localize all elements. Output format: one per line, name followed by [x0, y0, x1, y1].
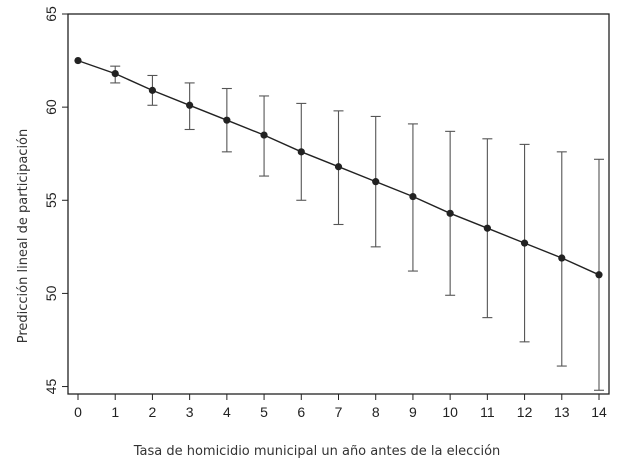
- data-point: [446, 209, 454, 217]
- data-point: [334, 163, 343, 171]
- x-tick-label: 4: [223, 404, 231, 420]
- data-point: [483, 224, 491, 232]
- x-tick-label: 5: [260, 404, 268, 420]
- data-point: [223, 116, 231, 124]
- data-point: [74, 56, 82, 65]
- y-axis-title: Predicción lineal de participación: [16, 129, 31, 344]
- data-point: [297, 148, 305, 156]
- x-tick-label: 12: [517, 404, 533, 420]
- data-points: [74, 56, 603, 279]
- x-tick-label: 8: [372, 404, 380, 420]
- x-tick-label: 6: [297, 404, 305, 420]
- x-tick-label: 2: [149, 404, 157, 420]
- x-tick-label: 9: [409, 404, 417, 420]
- y-tick-label: 65: [43, 6, 59, 22]
- data-point: [520, 239, 529, 247]
- data-point: [186, 101, 194, 109]
- data-point: [409, 192, 417, 201]
- x-tick-label: 13: [554, 404, 570, 420]
- x-tick-label: 10: [442, 404, 458, 420]
- x-tick-label: 0: [74, 404, 82, 420]
- y-tick-label: 50: [43, 285, 59, 301]
- data-point: [372, 178, 380, 186]
- x-tick-label: 7: [335, 404, 343, 420]
- data-point: [148, 86, 157, 94]
- x-tick-label: 14: [591, 404, 607, 420]
- data-point: [260, 131, 268, 139]
- y-tick-label: 60: [43, 99, 59, 115]
- x-tick-label: 11: [480, 404, 495, 420]
- data-point: [558, 254, 566, 262]
- x-tick-label: 3: [186, 404, 194, 420]
- data-point: [595, 271, 603, 279]
- error-bars: [110, 65, 604, 391]
- x-tick-label: 1: [111, 404, 119, 420]
- x-axis-title: Tasa de homicidio municipal un año antes…: [133, 444, 501, 459]
- data-point: [111, 70, 119, 78]
- y-tick-label: 45: [43, 379, 59, 395]
- y-tick-label: 55: [43, 192, 59, 208]
